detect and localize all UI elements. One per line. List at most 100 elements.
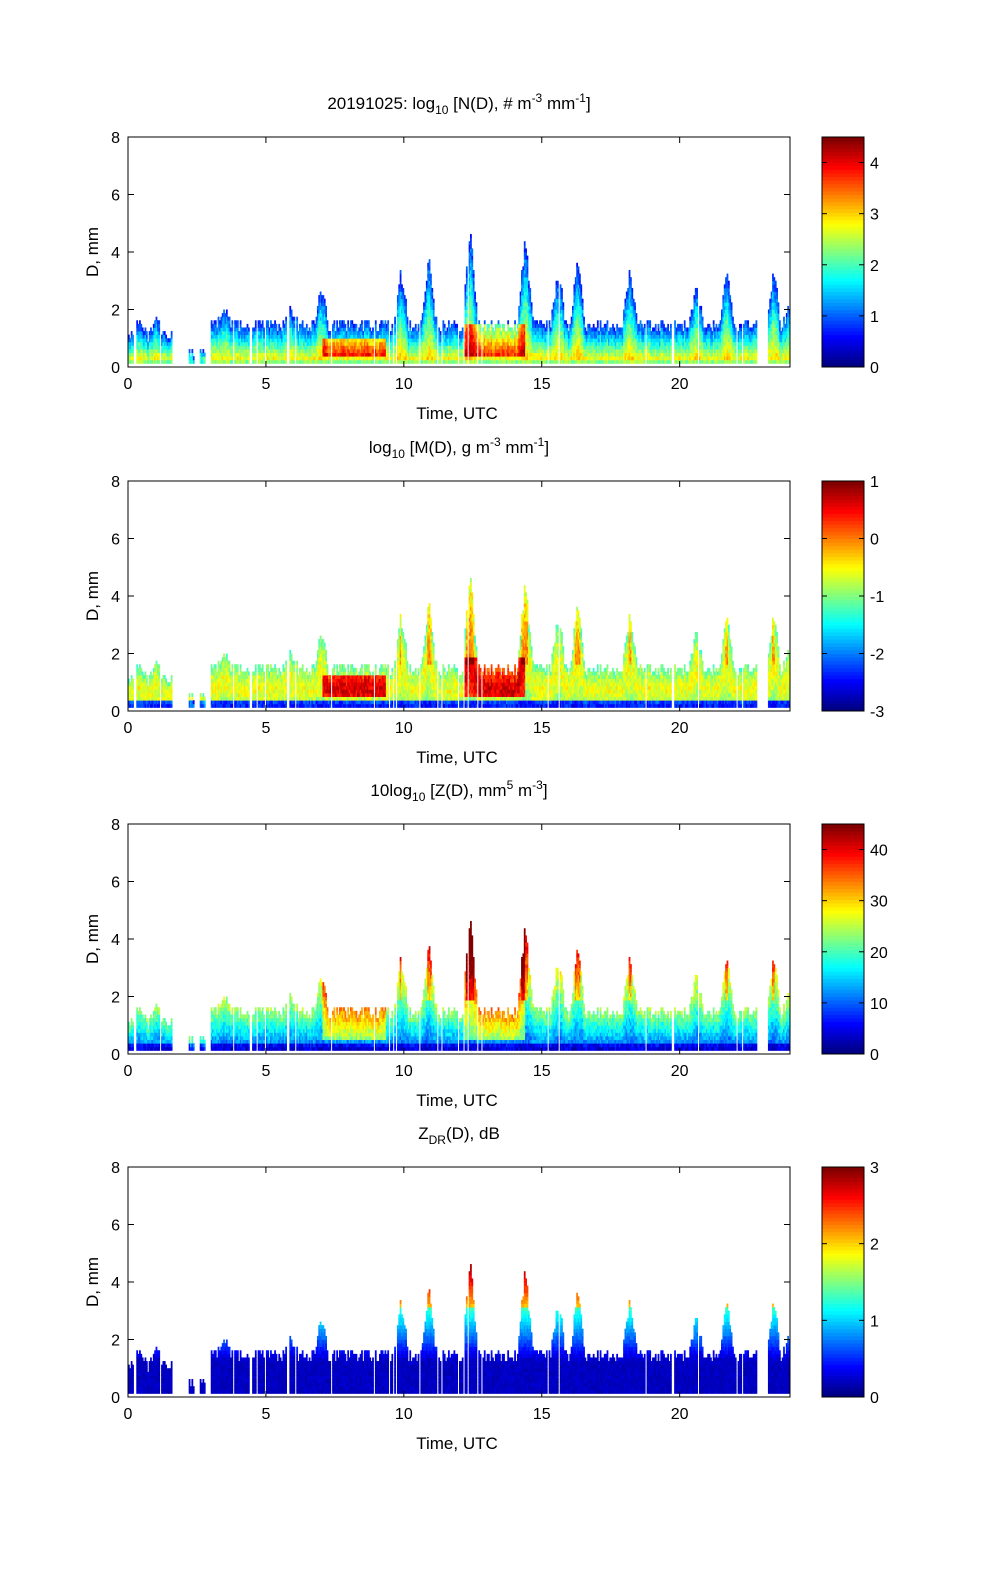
heatmap-cell — [347, 331, 350, 336]
heatmap-cell — [260, 334, 263, 339]
heatmap-cell — [431, 327, 434, 332]
heatmap-cell — [705, 338, 708, 343]
heatmap-cell — [551, 349, 554, 354]
heatmap-cell — [725, 327, 727, 332]
heatmap-cell — [701, 323, 704, 328]
heatmap-cell — [442, 341, 445, 346]
heatmap-cell — [628, 323, 631, 328]
heatmap-cell — [403, 327, 406, 332]
heatmap-cell — [409, 327, 412, 332]
heatmap-cell — [711, 345, 714, 350]
heatmap-cell — [442, 323, 445, 328]
heatmap-cell — [228, 323, 231, 328]
heatmap-cell — [692, 341, 694, 346]
heatmap-cell — [525, 284, 527, 289]
heatmap-cell — [602, 327, 605, 332]
heatmap-cell — [605, 331, 607, 336]
heatmap-cell — [723, 305, 726, 310]
heatmap-cell — [242, 356, 245, 361]
heatmap-cell — [383, 327, 385, 332]
heatmap-cell — [326, 331, 329, 336]
heatmap-cell — [623, 327, 625, 332]
heatmap-cell — [471, 273, 474, 278]
heatmap-cell — [617, 327, 620, 332]
heatmap-cell — [486, 327, 489, 332]
heatmap-cell — [521, 356, 523, 361]
heatmap-cell — [271, 327, 274, 332]
heatmap-cell — [698, 356, 701, 361]
heatmap-cell — [155, 341, 158, 346]
heatmap-cell — [729, 302, 732, 307]
heatmap-cell — [334, 341, 337, 346]
heatmap-cell — [332, 359, 334, 364]
heatmap-cell — [620, 331, 623, 336]
heatmap-cell — [428, 295, 431, 300]
heatmap-cell — [402, 338, 405, 343]
heatmap-cell — [150, 341, 152, 346]
heatmap-cell — [214, 349, 217, 354]
heatmap-cell — [154, 334, 156, 339]
heatmap-cell — [565, 356, 567, 361]
heatmap-cell — [278, 327, 281, 332]
heatmap-cell — [403, 309, 406, 314]
heatmap-cell — [319, 338, 322, 343]
heatmap-cell — [281, 338, 283, 343]
heatmap-cell — [450, 338, 453, 343]
heatmap-cell — [361, 349, 363, 354]
heatmap-cell — [319, 323, 322, 328]
heatmap-cell — [700, 345, 703, 350]
heatmap-cell — [435, 331, 438, 336]
heatmap-cell — [479, 356, 482, 361]
heatmap-cell — [399, 291, 402, 296]
heatmap-cell — [325, 349, 327, 354]
heatmap-cell — [261, 345, 264, 350]
heatmap-cell — [610, 341, 613, 346]
heatmap-cell — [304, 345, 307, 350]
heatmap-cell — [156, 331, 159, 336]
heatmap-cell — [470, 331, 472, 336]
heatmap-cell — [628, 269, 631, 274]
heatmap-cell — [511, 338, 514, 343]
heatmap-cell — [358, 349, 361, 354]
heatmap-cell — [566, 334, 569, 339]
heatmap-cell — [213, 320, 216, 325]
heatmap-cell — [322, 316, 325, 321]
heatmap-cell — [505, 352, 508, 357]
heatmap-cell — [289, 316, 292, 321]
heatmap-cell — [239, 359, 242, 364]
heatmap-cell — [552, 305, 555, 310]
heatmap-cell — [565, 359, 567, 364]
heatmap-cell — [555, 352, 558, 357]
heatmap-cell — [136, 352, 139, 357]
heatmap-cell — [609, 345, 612, 350]
heatmap-cell — [722, 331, 725, 336]
heatmap-cell — [312, 345, 315, 350]
heatmap-cell — [405, 356, 407, 361]
heatmap-cell — [297, 341, 300, 346]
heatmap-cell — [403, 341, 406, 346]
heatmap-cell — [573, 338, 576, 343]
heatmap-cell — [449, 356, 452, 361]
heatmap-cell — [726, 356, 729, 361]
heatmap-cell — [627, 316, 630, 321]
heatmap-cell — [650, 345, 653, 350]
heatmap-cell — [712, 323, 715, 328]
heatmap-cell — [530, 356, 533, 361]
heatmap-cell — [420, 334, 423, 339]
heatmap-cell — [318, 295, 321, 300]
heatmap-cell — [311, 356, 314, 361]
heatmap-cell — [445, 341, 447, 346]
heatmap-cell — [605, 359, 607, 364]
heatmap-cell — [698, 331, 701, 336]
heatmap-cell — [276, 338, 279, 343]
heatmap-cell — [606, 345, 609, 350]
heatmap-cell — [625, 295, 628, 300]
heatmap-cell — [628, 320, 631, 325]
heatmap-cell — [679, 323, 682, 328]
heatmap-cell — [576, 291, 579, 296]
heatmap-cell — [712, 320, 715, 325]
heatmap-cell — [482, 327, 485, 332]
heatmap-cell — [525, 345, 527, 350]
heatmap-cell — [424, 352, 427, 357]
heatmap-cell — [612, 356, 614, 361]
